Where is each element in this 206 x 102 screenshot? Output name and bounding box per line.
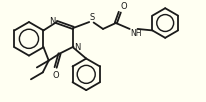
Text: O: O bbox=[52, 71, 59, 80]
Text: O: O bbox=[120, 2, 126, 11]
Text: N: N bbox=[49, 17, 55, 26]
Text: S: S bbox=[89, 13, 95, 22]
Text: N: N bbox=[74, 43, 80, 52]
Text: NH: NH bbox=[130, 29, 141, 38]
